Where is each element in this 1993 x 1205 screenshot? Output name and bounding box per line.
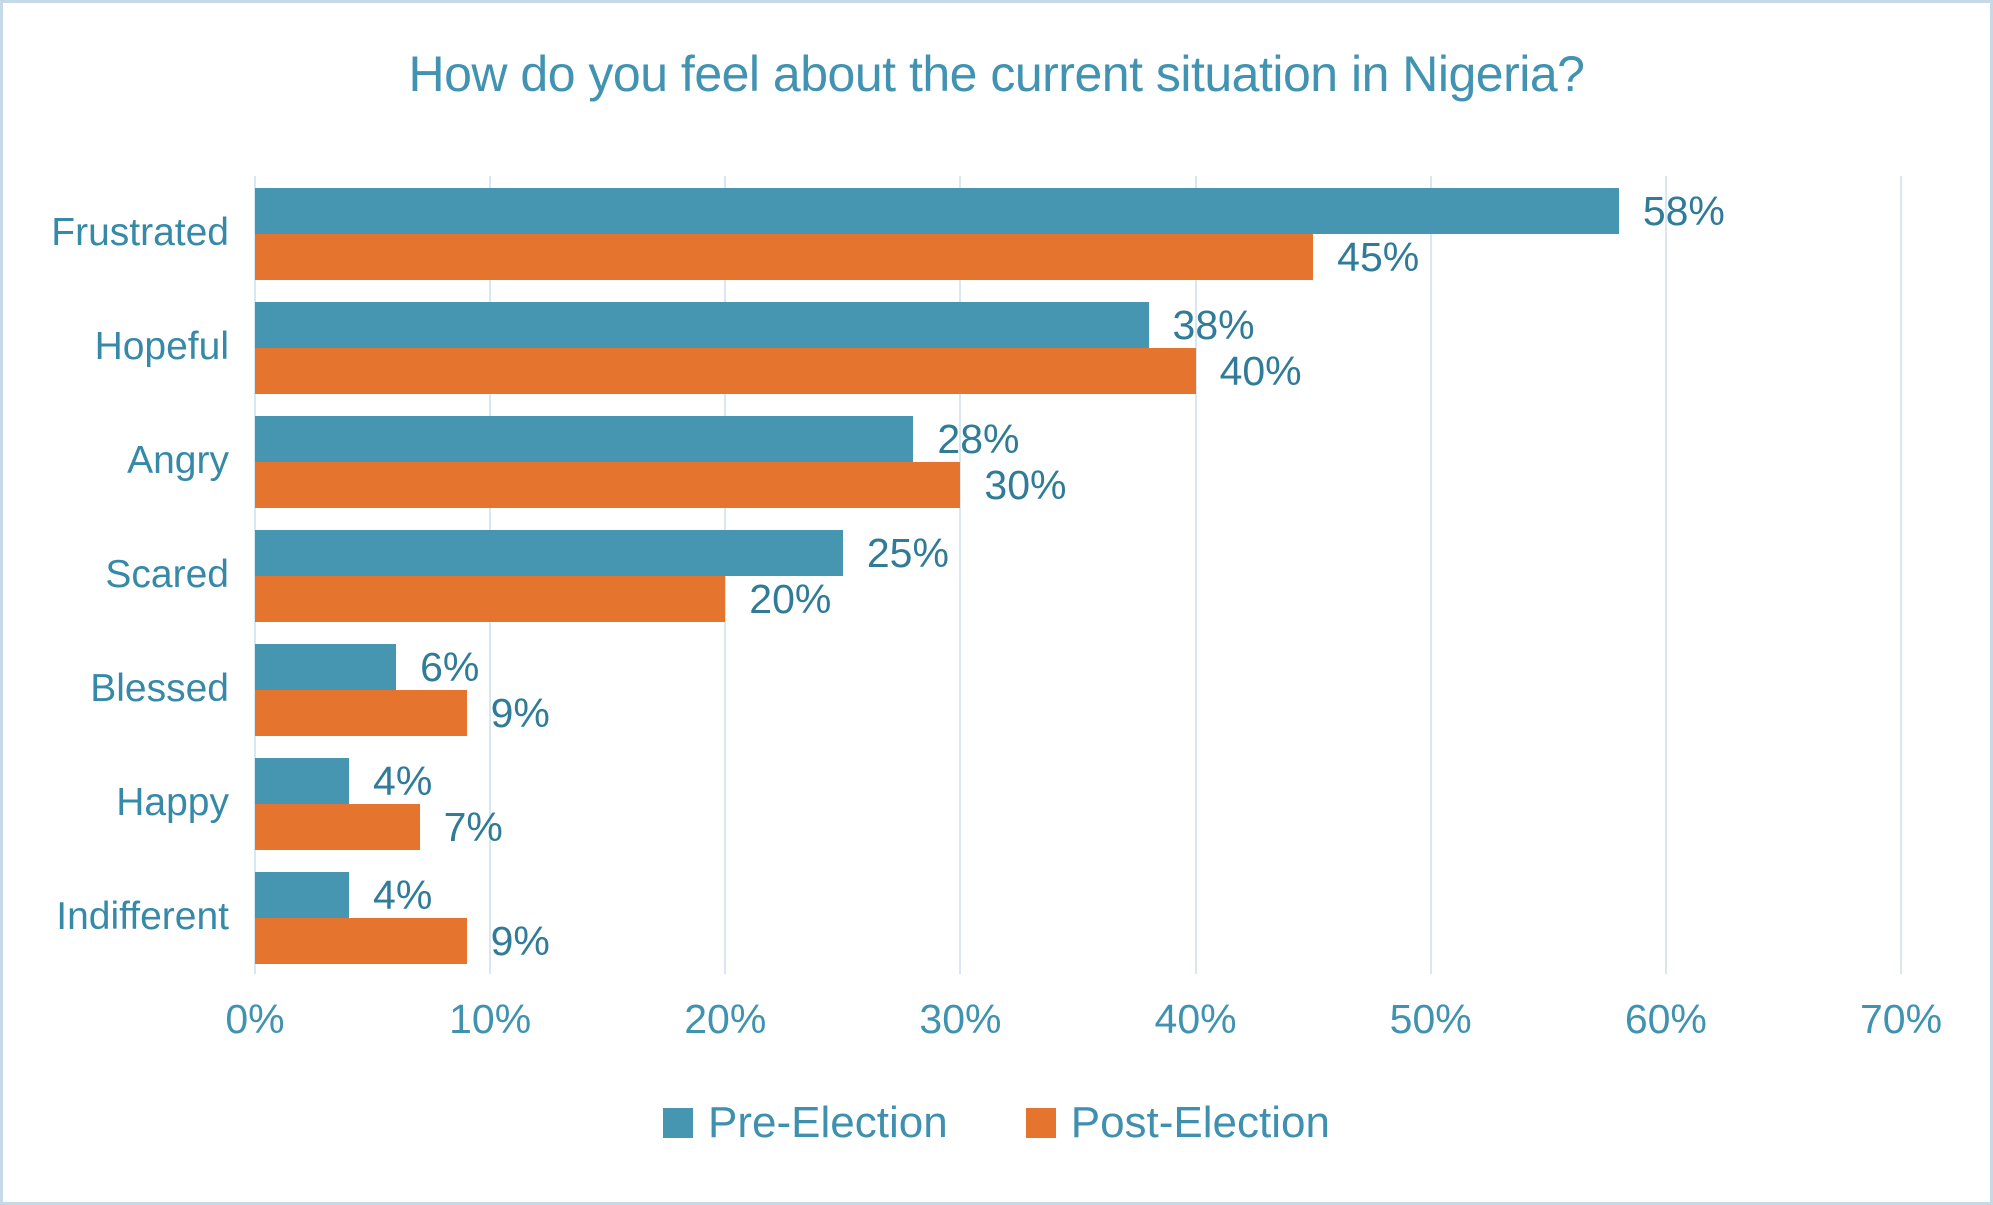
chart-title: How do you feel about the current situat… [408, 46, 1586, 102]
bar-value-label: 7% [443, 804, 503, 850]
category-label-indifferent: Indifferent [56, 895, 229, 938]
bar-pre-election-happy [255, 758, 350, 804]
x-tick-label: 30% [919, 996, 1002, 1042]
x-tick-label: 40% [1154, 996, 1237, 1042]
bar-value-label: 28% [937, 416, 1020, 462]
legend: Pre-Election Post-Election [3, 1098, 1990, 1148]
bar-value-label: 58% [1642, 188, 1725, 234]
category-label-hopeful: Hopeful [94, 325, 229, 368]
category-label-angry: Angry [127, 439, 229, 482]
bar-value-label: 40% [1219, 348, 1302, 394]
bar-value-label: 4% [373, 758, 433, 804]
bar-post-election-hopeful [255, 348, 1196, 394]
bar-value-label: 20% [749, 576, 832, 622]
pre-election-swatch-icon [663, 1108, 694, 1138]
bar-pre-election-angry [255, 416, 914, 462]
bar-post-election-frustrated [255, 234, 1314, 280]
category-label-scared: Scared [105, 553, 229, 596]
bar-post-election-scared [255, 576, 726, 622]
bar-value-label: 38% [1172, 302, 1255, 348]
bar-value-label: 4% [373, 872, 433, 918]
gridline [1194, 176, 1197, 974]
gridline [1429, 176, 1432, 974]
bar-value-label: 9% [490, 918, 550, 964]
bar-post-election-blessed [255, 690, 467, 736]
bar-post-election-happy [255, 804, 420, 850]
x-tick-label: 20% [684, 996, 767, 1042]
legend-label-post-election: Post-Election [1070, 1098, 1330, 1147]
bar-value-label: 25% [866, 530, 949, 576]
x-tick-label: 70% [1859, 996, 1943, 1042]
plot-area: 58% 45% 38% 40% 28% 30% 25% 20% 6% 9% 4% 7% 4% 9% [254, 176, 1902, 974]
bar-value-label: 30% [984, 462, 1067, 508]
x-tick-label: 0% [225, 996, 285, 1042]
bar-pre-election-frustrated [255, 188, 1619, 234]
bar-pre-election-blessed [255, 644, 397, 690]
bar-pre-election-scared [255, 530, 843, 576]
x-tick-label: 60% [1624, 996, 1707, 1042]
bar-pre-election-indifferent [255, 872, 350, 918]
bar-pre-election-hopeful [255, 302, 1149, 348]
category-label-frustrated: Frustrated [51, 211, 229, 254]
bar-value-label: 6% [420, 644, 480, 690]
gridline [959, 176, 962, 974]
bar-value-label: 9% [490, 690, 550, 736]
gridline [1664, 176, 1667, 974]
legend-item-post-election: Post-Election [1025, 1098, 1330, 1148]
bar-value-label: 45% [1337, 234, 1420, 280]
x-tick-label: 50% [1389, 996, 1472, 1042]
gridline [1900, 176, 1902, 974]
bar-post-election-indifferent [255, 918, 467, 964]
category-label-blessed: Blessed [90, 667, 229, 710]
category-label-happy: Happy [116, 781, 229, 824]
x-tick-label: 10% [449, 996, 532, 1042]
legend-label-pre-election: Pre-Election [708, 1098, 948, 1147]
bar-post-election-angry [255, 462, 961, 508]
post-election-swatch-icon [1025, 1108, 1056, 1138]
legend-item-pre-election: Pre-Election [663, 1098, 948, 1148]
